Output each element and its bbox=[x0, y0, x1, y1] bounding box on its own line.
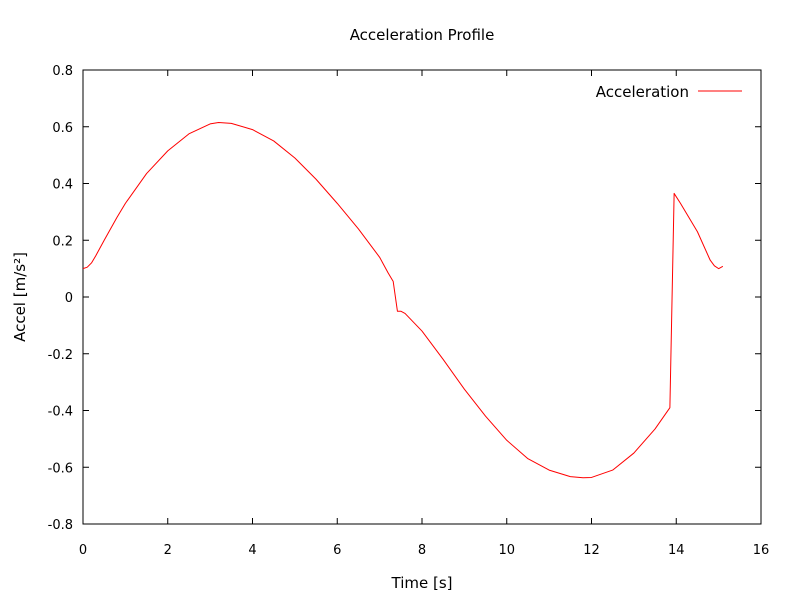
y-tick-label: -0.6 bbox=[48, 461, 73, 476]
y-axis-label: Accel [m/s²] bbox=[11, 252, 29, 342]
x-tick-label: 10 bbox=[498, 543, 515, 558]
x-axis-label: Time [s] bbox=[391, 574, 453, 592]
y-tick-label: 0.2 bbox=[52, 234, 73, 249]
x-tick-label: 4 bbox=[248, 543, 256, 558]
x-tick-label: 14 bbox=[668, 543, 685, 558]
series-line-acceleration bbox=[82, 121, 724, 479]
x-tick-label: 12 bbox=[583, 543, 600, 558]
x-tick-label: 0 bbox=[79, 543, 87, 558]
x-tick-label: 8 bbox=[418, 543, 426, 558]
y-tick-label: -0.4 bbox=[48, 405, 73, 420]
tick-labels: 0 2 4 6 8 10 12 14 16 -0.8 -0.6 -0.4 -0.2 0 0.2 0.4 0.6 0… bbox=[48, 64, 770, 558]
x-tick-label: 6 bbox=[333, 543, 341, 558]
chart-title: Acceleration Profile bbox=[350, 26, 495, 44]
y-tick-label: 0.8 bbox=[52, 64, 73, 79]
x-tick-label: 2 bbox=[164, 543, 172, 558]
legend-label-acceleration: Acceleration bbox=[596, 83, 689, 101]
y-tick-label: -0.2 bbox=[48, 348, 73, 363]
y-tick-label: 0 bbox=[65, 291, 73, 306]
plot-frame bbox=[82, 69, 762, 525]
series-layer bbox=[82, 121, 724, 479]
y-tick-label: 0.6 bbox=[52, 121, 73, 136]
legend: Acceleration bbox=[596, 83, 742, 101]
y-tick-label: -0.8 bbox=[48, 518, 73, 533]
tick-marks bbox=[82, 69, 762, 525]
y-tick-label: 0.4 bbox=[52, 178, 73, 193]
x-tick-label: 16 bbox=[753, 543, 770, 558]
